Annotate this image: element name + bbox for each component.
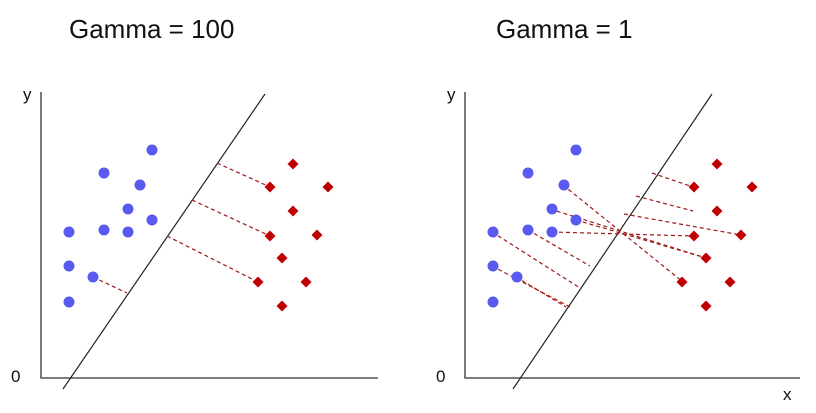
class-a-point-left-2 [98,167,110,179]
support-link-right-7 [551,231,694,237]
x-axis-label-right: x [783,385,792,404]
class-a-point-right-1 [570,144,582,156]
class-a-point-left-9 [63,260,75,272]
class-b-point-right-8 [676,276,688,288]
axes-left [40,92,378,379]
class-b-point-left-9 [300,276,312,288]
support-link-left-3 [166,235,259,283]
class-a-point-right-6 [487,226,499,238]
class-b-point-left-2 [322,181,334,193]
class-b-point-right-9 [724,276,736,288]
class-a-point-right-9 [487,260,499,272]
class-b-point-left-7 [276,252,288,264]
class-a-point-right-2 [522,167,534,179]
support-link-right-2 [635,195,694,212]
decision-boundary-left [62,93,266,390]
class-a-points-left [63,144,158,308]
support-link-right-9 [491,231,581,289]
y-axis-label-right: y [447,85,456,104]
class-a-point-left-10 [87,271,99,283]
support-link-right-3 [623,213,742,236]
class-b-point-right-6 [688,230,700,242]
class-a-point-left-7 [98,224,110,236]
support-link-right-6 [575,219,707,259]
support-link-left-4 [92,276,128,294]
class-a-point-left-3 [134,179,146,191]
y-axis-label-left: y [23,85,32,104]
class-b-points-right [676,158,758,312]
class-a-point-right-10 [511,271,523,283]
class-a-point-right-4 [546,203,558,215]
class-b-point-left-6 [264,230,276,242]
class-b-point-right-3 [688,181,700,193]
class-a-point-left-11 [63,296,75,308]
class-a-point-left-4 [122,203,134,215]
panel-gamma-1: y 0 x [436,85,800,404]
class-b-point-right-10 [700,300,712,312]
support-link-right-8 [527,229,591,267]
class-a-point-left-5 [146,214,158,226]
support-link-right-11 [515,276,567,308]
class-b-point-right-4 [711,205,723,217]
support-link-right-1 [651,172,694,188]
class-a-point-right-8 [546,226,558,238]
class-b-point-right-7 [700,252,712,264]
panel-gamma-100: y 0 [11,85,378,390]
panel-title-gamma-1: Gamma = 1 [496,14,633,44]
support-link-left-2 [191,199,271,237]
class-a-point-right-5 [570,214,582,226]
class-b-point-left-5 [311,229,323,241]
decision-boundary-right [512,93,713,390]
class-a-point-right-11 [487,296,499,308]
class-a-point-right-3 [558,179,570,191]
class-a-point-left-6 [63,226,75,238]
class-a-point-left-1 [146,144,158,156]
class-b-point-right-5 [735,229,747,241]
class-b-point-left-4 [287,205,299,217]
class-a-points-right [487,144,582,308]
class-b-point-left-10 [276,300,288,312]
class-b-point-left-8 [252,276,264,288]
panel-title-gamma-100: Gamma = 100 [69,14,235,44]
class-b-point-left-1 [287,158,299,170]
class-b-point-right-2 [746,181,758,193]
support-link-left-1 [216,162,271,188]
class-a-point-left-8 [122,226,134,238]
origin-label-left: 0 [11,367,20,386]
class-b-point-right-1 [711,158,723,170]
support-links-left [92,162,271,294]
origin-label-right: 0 [436,367,445,386]
class-a-point-right-7 [522,224,534,236]
support-links-right [491,172,742,308]
class-b-point-left-3 [264,181,276,193]
axes-right [464,92,800,379]
class-b-points-left [252,158,334,312]
